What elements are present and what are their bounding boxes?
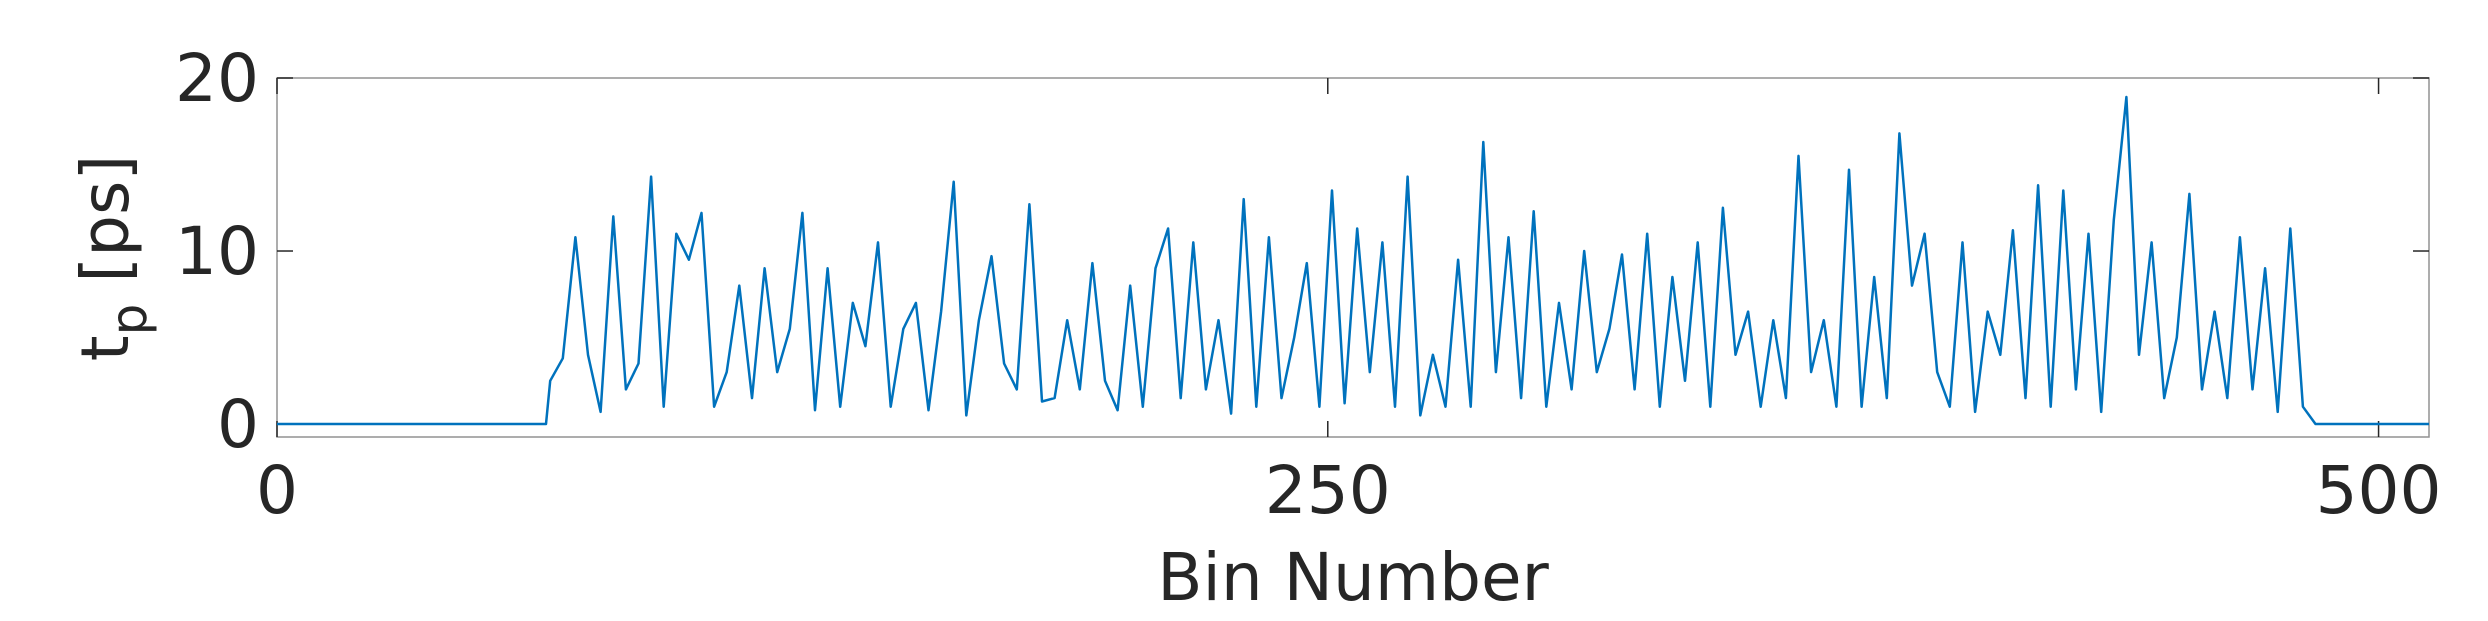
y-axis-label: tp [ps] <box>67 155 158 361</box>
y-tick-label: 20 <box>175 40 259 117</box>
plot-box <box>276 77 2430 438</box>
y-tick-label: 0 <box>217 386 259 463</box>
y-tick-label: 10 <box>175 213 259 290</box>
y-label-main: t <box>67 335 144 361</box>
x-axis-label: Bin Number <box>1157 539 1549 616</box>
y-label-sub: p <box>100 304 158 336</box>
x-tick-label: 500 <box>2316 452 2442 529</box>
data-line <box>277 95 2429 426</box>
x-tick-label: 250 <box>1265 452 1391 529</box>
x-tick-label: 0 <box>256 452 298 529</box>
y-label-unit: [ps] <box>67 155 144 304</box>
